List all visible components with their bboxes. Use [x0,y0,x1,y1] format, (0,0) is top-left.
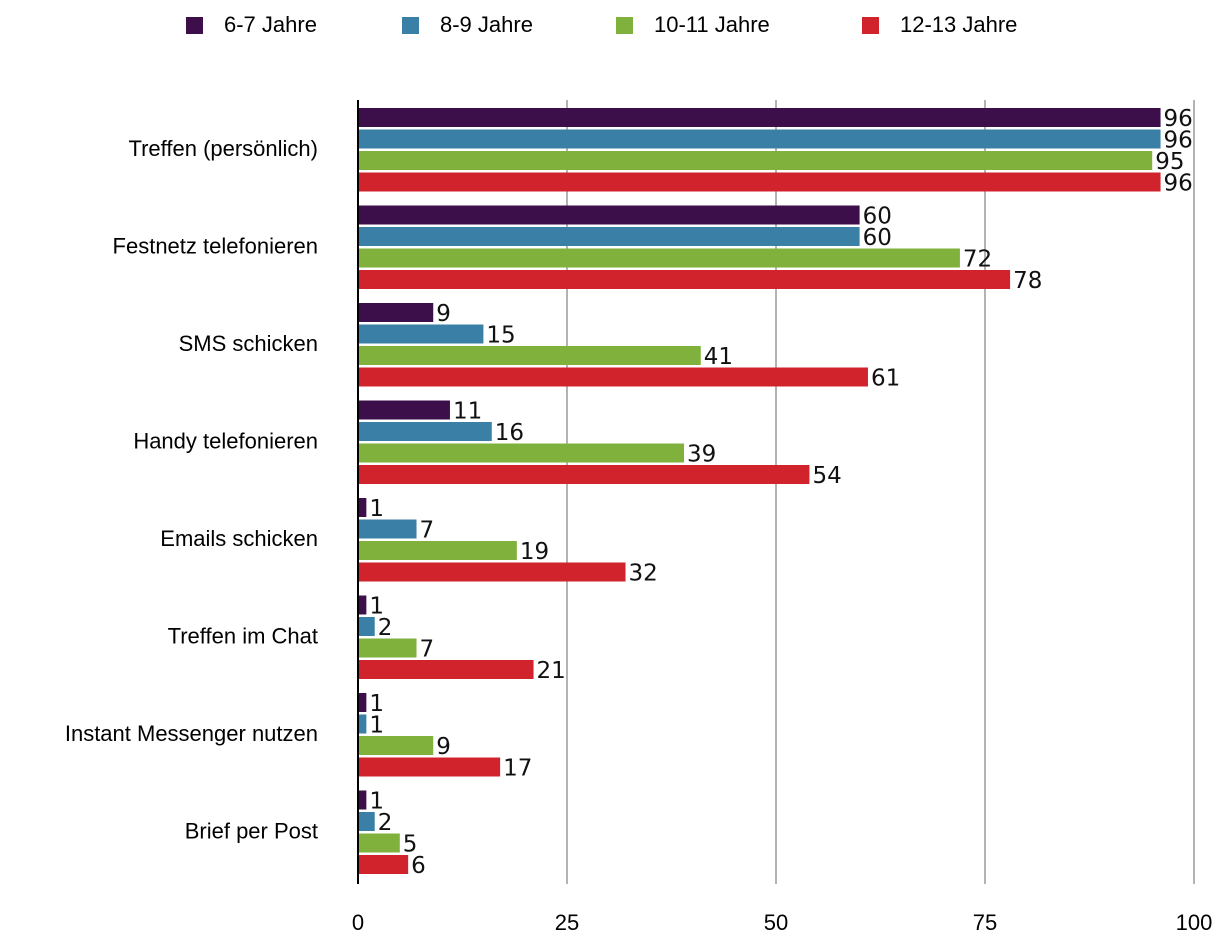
x-tick-label: 75 [973,910,997,935]
data-label: 95 [1155,149,1184,175]
legend-label: 10-11 Jahre [654,12,770,37]
category-label: Brief per Post [185,819,318,844]
bar [358,129,1161,149]
data-label: 60 [863,225,892,251]
bar [358,108,1161,127]
bar [358,205,860,225]
bar [358,736,434,755]
data-label: 7 [420,518,435,544]
data-label: 72 [963,247,992,273]
data-label: 6 [411,853,426,879]
bar [358,757,501,777]
category-label: Treffen im Chat [168,624,318,649]
data-label: 1 [369,691,384,717]
bar [358,367,868,387]
data-label: 2 [378,810,393,836]
bar [358,519,417,539]
data-label: 7 [420,637,435,663]
legend-swatch [616,16,633,34]
legend-label: 8-9 Jahre [440,12,533,37]
legend-item: 10-11 Jahre [616,12,770,38]
data-label: 1 [369,594,384,620]
data-label: 1 [369,789,384,815]
data-label: 1 [369,496,384,522]
bar [358,465,810,484]
bar [358,693,367,712]
data-label: 17 [503,756,532,782]
bar [358,248,960,268]
bar [358,303,434,322]
bar [358,617,375,636]
legend-label: 6-7 Jahre [224,12,317,37]
data-label: 15 [486,323,515,349]
legend-item: 8-9 Jahre [402,12,533,38]
bar [358,714,367,734]
data-label: 96 [1164,128,1193,154]
data-label: 16 [495,420,524,446]
x-tick-label: 0 [352,910,364,935]
x-tick-label: 50 [764,910,788,935]
legend: 6-7 Jahre 8-9 Jahre 10-11 Jahre 12-13 Jahre [0,0,1223,60]
bar [358,812,375,831]
bar [358,498,367,517]
bar [358,855,409,874]
bar [358,660,534,679]
legend-label: 12-13 Jahre [900,12,1018,37]
category-label: Handy telefonieren [133,429,318,454]
data-label: 78 [1013,268,1042,294]
data-label: 39 [687,442,716,468]
category-label: Festnetz telefonieren [113,234,318,259]
data-label: 2 [378,615,393,641]
data-label: 54 [812,463,841,489]
data-label: 96 [1164,106,1193,132]
bar [358,638,417,658]
bar [358,833,400,853]
bar [358,346,701,365]
data-label: 5 [403,832,418,858]
data-label: 61 [871,366,900,392]
legend-swatch [862,16,879,34]
x-tick-label: 100 [1176,910,1213,935]
bar [358,595,367,615]
legend-swatch [186,16,203,34]
bar [358,151,1153,170]
category-label: Emails schicken [160,526,318,551]
bar [358,562,626,582]
data-label: 21 [537,658,566,684]
data-label: 32 [629,561,658,587]
legend-item: 6-7 Jahre [186,12,317,38]
bar [358,270,1011,289]
data-label: 9 [436,734,451,760]
bar [358,324,484,344]
legend-swatch [402,16,419,34]
data-label: 19 [520,539,549,565]
data-label: 9 [436,301,451,327]
bar [358,227,860,246]
bar [358,443,685,463]
bar [358,422,492,441]
bar [358,400,450,420]
data-label: 96 [1164,171,1193,197]
category-label: SMS schicken [179,331,318,356]
data-label: 11 [453,399,482,425]
data-label: 41 [704,344,733,370]
category-label: Treffen (persönlich) [128,136,318,161]
data-label: 1 [369,713,384,739]
x-tick-label: 25 [555,910,579,935]
legend-item: 12-13 Jahre [862,12,1017,38]
data-label: 60 [863,204,892,230]
bar [358,172,1161,192]
bar [358,541,517,560]
category-label: Instant Messenger nutzen [65,721,318,746]
bar [358,790,367,810]
